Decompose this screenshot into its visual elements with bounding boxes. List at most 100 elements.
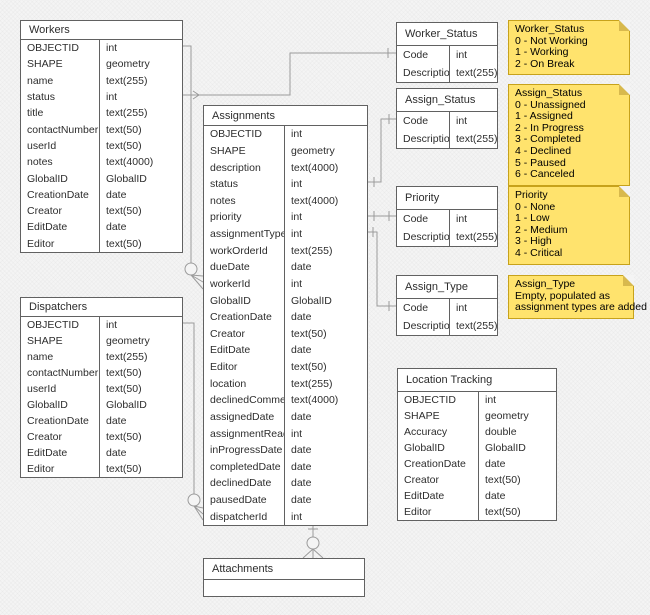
entity-table-priority[interactable]: Priority Code int Description text(255) <box>396 186 498 247</box>
field-row[interactable]: description text(4000) <box>204 159 367 176</box>
field-row[interactable]: workOrderId text(255) <box>204 242 367 259</box>
field-row[interactable]: declinedComment text(4000) <box>204 392 367 409</box>
field-row[interactable]: dueDate date <box>204 259 367 276</box>
entity-table-assign-status[interactable]: Assign_Status Code int Description text(… <box>396 88 498 149</box>
field-row[interactable]: SHAPE geometry <box>21 56 182 73</box>
field-row[interactable]: inProgressDate date <box>204 441 367 459</box>
connector-assignments-assign-type[interactable] <box>368 227 396 311</box>
field-row[interactable]: contactNumber text(50) <box>21 365 182 381</box>
field-row[interactable]: Creator text(50) <box>204 325 367 343</box>
field-row[interactable]: status int <box>204 175 367 193</box>
field-row[interactable]: location text(255) <box>204 375 367 392</box>
field-type: GlobalID <box>99 170 182 187</box>
field-row[interactable]: assignmentType int <box>204 225 367 243</box>
field-row[interactable]: userId text(50) <box>21 381 182 397</box>
entity-title[interactable]: Location Tracking <box>398 369 556 392</box>
field-row[interactable]: SHAPE geometry <box>204 142 367 160</box>
sticky-note-worker-status[interactable]: Worker_Status 0 - Not Working 1 - Working 2… <box>508 20 630 76</box>
field-row[interactable]: EditDate date <box>398 488 556 504</box>
entity-title[interactable]: Assignments <box>204 106 367 126</box>
field-row[interactable]: assignedDate date <box>204 408 367 426</box>
field-row[interactable]: dispatcherId int <box>204 508 367 525</box>
field-row[interactable]: Creator text(50) <box>21 202 182 220</box>
entity-title[interactable]: Worker_Status <box>397 23 497 46</box>
field-row[interactable]: SHAPE geometry <box>21 333 182 349</box>
field-row[interactable]: OBJECTID int <box>21 317 182 333</box>
connector-workers-worker-status[interactable] <box>183 48 396 100</box>
entity-table-location-tracking[interactable]: Location Tracking OBJECTID int SHAPE geo… <box>397 368 557 521</box>
field-row[interactable]: CreationDate date <box>204 308 367 326</box>
entity-table-worker-status[interactable]: Worker_Status Code int Description text(… <box>396 22 498 83</box>
field-row[interactable]: Code int <box>397 210 497 228</box>
field-row[interactable]: Description text(255) <box>397 317 497 335</box>
field-row[interactable]: userId text(50) <box>21 137 182 155</box>
field-row[interactable]: status int <box>21 88 182 106</box>
field-row[interactable]: OBJECTID int <box>21 40 182 57</box>
field-row[interactable]: title text(255) <box>21 105 182 122</box>
sticky-note-assign-status[interactable]: Assign_Status 0 - Unassigned 1 - Assigned 2… <box>508 84 630 186</box>
entity-title[interactable]: Assign_Type <box>397 276 497 299</box>
field-row[interactable]: OBJECTID int <box>398 392 556 408</box>
field-row[interactable]: contactNumber text(50) <box>21 121 182 138</box>
entity-table-dispatchers[interactable]: Dispatchers OBJECTID int SHAPE geometry … <box>20 297 183 478</box>
field-row[interactable]: completedDate date <box>204 458 367 476</box>
field-row[interactable]: EditDate date <box>21 445 182 461</box>
field-row[interactable]: Editor text(50) <box>398 504 556 520</box>
field-row[interactable]: name text(255) <box>21 349 182 365</box>
field-row[interactable]: notes text(4000) <box>204 192 367 210</box>
field-row[interactable]: GlobalID GlobalID <box>21 170 182 187</box>
field-row[interactable]: workerId int <box>204 275 367 293</box>
field-row[interactable]: Creator text(50) <box>21 429 182 445</box>
note-line: 4 - Critical <box>515 246 563 259</box>
field-row[interactable]: Description text(255) <box>397 130 497 148</box>
connector-dispatchers-assignments[interactable] <box>183 322 204 521</box>
field-row[interactable]: notes text(4000) <box>21 154 182 171</box>
field-row[interactable]: Code int <box>397 112 497 130</box>
sticky-note-assign-type[interactable]: Assign_Type Empty, populated as assignment… <box>508 275 647 319</box>
connector-workers-assignments[interactable] <box>183 45 204 290</box>
entity-table-attachments[interactable]: Attachments <box>203 558 365 597</box>
field-row[interactable]: assignmentRead int <box>204 425 367 442</box>
field-row[interactable]: EditDate date <box>21 219 182 236</box>
field-row[interactable]: name text(255) <box>21 72 182 89</box>
field-row[interactable]: CreationDate date <box>21 186 182 203</box>
field-row[interactable]: EditDate date <box>204 342 367 359</box>
field-row[interactable]: declinedDate date <box>204 475 367 492</box>
field-row[interactable]: CreationDate date <box>398 456 556 472</box>
field-row[interactable]: CreationDate date <box>21 413 182 429</box>
entity-title[interactable]: Workers <box>21 21 182 40</box>
field-row[interactable]: Code int <box>397 299 497 317</box>
entity-title[interactable]: Assign_Status <box>397 89 497 112</box>
field-row[interactable]: GlobalID GlobalID <box>204 292 367 309</box>
field-type: date <box>478 488 556 504</box>
field-row[interactable]: Editor text(50) <box>204 358 367 376</box>
entity-title[interactable]: Dispatchers <box>21 298 182 317</box>
field-row[interactable]: Description text(255) <box>397 228 497 246</box>
entity-title[interactable]: Priority <box>397 187 497 210</box>
field-row[interactable]: priority int <box>204 209 367 226</box>
field-row[interactable]: pausedDate date <box>204 491 367 509</box>
field-row[interactable]: GlobalID GlobalID <box>21 397 182 413</box>
field-type: date <box>284 259 367 276</box>
entity-table-assign-type[interactable]: Assign_Type Code int Description text(25… <box>396 275 498 336</box>
field-row[interactable]: Description text(255) <box>397 64 497 82</box>
field-row[interactable]: Editor text(50) <box>21 235 182 252</box>
entity-table-workers[interactable]: Workers OBJECTID int SHAPE geometry name… <box>20 20 183 253</box>
field-row[interactable]: Editor text(50) <box>21 461 182 477</box>
field-row[interactable]: Accuracy double <box>398 424 556 440</box>
field-name: OBJECTID <box>404 394 456 406</box>
connector-assignments-assign-status[interactable] <box>368 114 396 187</box>
entity-table-assignments[interactable]: Assignments OBJECTID int SHAPE geometry … <box>203 105 368 526</box>
field-row[interactable]: Creator text(50) <box>398 472 556 488</box>
field-row[interactable]: Code int <box>397 46 497 64</box>
field-name: description <box>210 161 261 174</box>
empty-row[interactable] <box>204 580 364 596</box>
field-row[interactable]: SHAPE geometry <box>398 408 556 424</box>
sticky-note-priority[interactable]: Priority 0 - None 1 - Low 2 - Medium 3 - Hig… <box>508 186 630 265</box>
connector-assignments-priority[interactable] <box>368 211 396 221</box>
field-row[interactable]: GlobalID GlobalID <box>398 440 556 456</box>
connector-assignments-attachments[interactable] <box>302 523 324 559</box>
entity-title[interactable]: Attachments <box>204 559 364 580</box>
field-type: text(50) <box>284 358 367 376</box>
field-row[interactable]: OBJECTID int <box>204 126 367 143</box>
